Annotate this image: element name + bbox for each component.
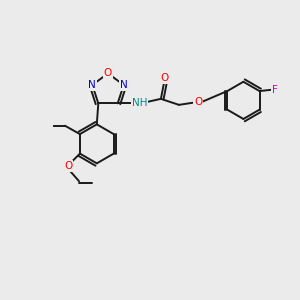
Text: O: O: [194, 97, 202, 107]
Text: O: O: [160, 73, 169, 83]
Text: NH: NH: [131, 98, 147, 108]
Text: N: N: [88, 80, 96, 90]
Text: N: N: [120, 80, 128, 90]
Text: O: O: [104, 68, 112, 79]
Text: F: F: [272, 85, 278, 94]
Text: O: O: [64, 161, 73, 171]
